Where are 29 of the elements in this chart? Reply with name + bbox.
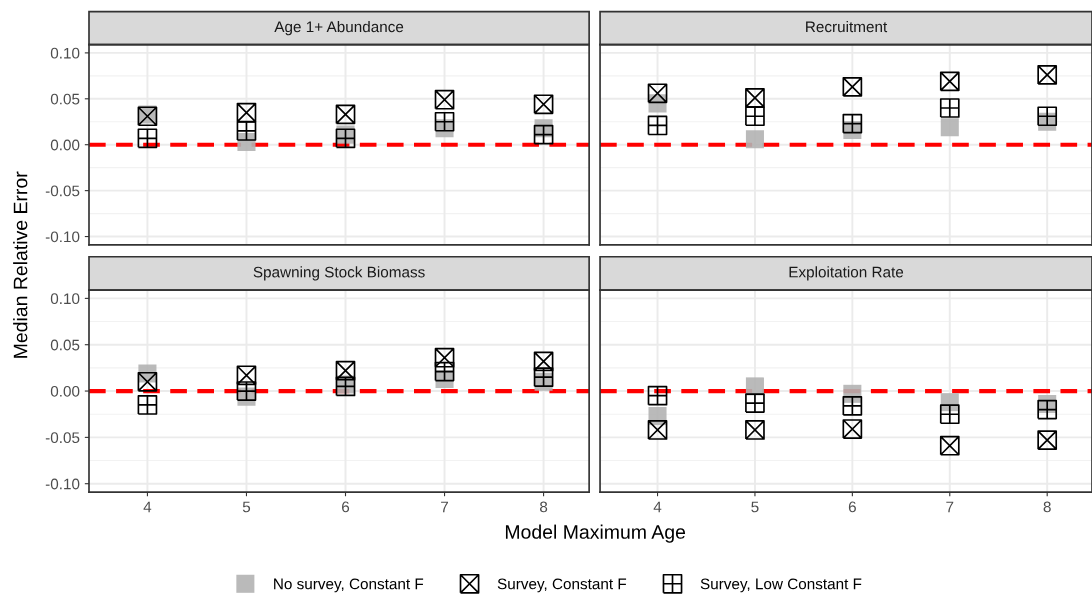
- x-tick-label: 5: [751, 501, 759, 513]
- x-tick-label: 7: [946, 501, 954, 513]
- y-tick-label: 0.00: [50, 139, 80, 151]
- chart-title: Age 1+ Abundance: [274, 20, 404, 36]
- y-tick-label: 0.05: [50, 339, 80, 351]
- x-tick-label: 6: [342, 501, 350, 513]
- chart-title: Spawning Stock Biomass: [253, 266, 425, 281]
- x-tick-label: 8: [539, 501, 548, 513]
- legend-label: Survey, Low Constant F: [700, 578, 862, 593]
- y-tick-label: 0.10: [50, 293, 80, 305]
- x-tick-label: 8: [1043, 501, 1051, 513]
- y-tick-label: -0.10: [45, 231, 80, 243]
- chart-title: Recruitment: [806, 20, 888, 33]
- y-tick-label: 0.05: [50, 93, 80, 105]
- y-tick-label: 0.10: [50, 47, 80, 59]
- y-tick-label: -0.05: [45, 185, 80, 197]
- x-tick-label: 7: [441, 501, 449, 513]
- x-tick-label: 4: [653, 501, 662, 513]
- y-tick-label: -0.10: [45, 478, 80, 490]
- y-tick-label: -0.05: [45, 432, 80, 444]
- y-axis-title: Median Relative Error: [13, 171, 28, 358]
- x-axis-title: Model Maximum Age: [505, 524, 686, 543]
- x-tick-label: 6: [848, 501, 856, 513]
- x-tick-label: 5: [242, 501, 251, 513]
- x-tick-label: 4: [143, 501, 152, 513]
- chart-title: Exploitation Rate: [789, 266, 904, 281]
- legend-label: Survey, Constant F: [497, 578, 627, 593]
- y-tick-label: 0.00: [50, 385, 80, 397]
- legend-label: No survey, Constant F: [274, 578, 424, 593]
